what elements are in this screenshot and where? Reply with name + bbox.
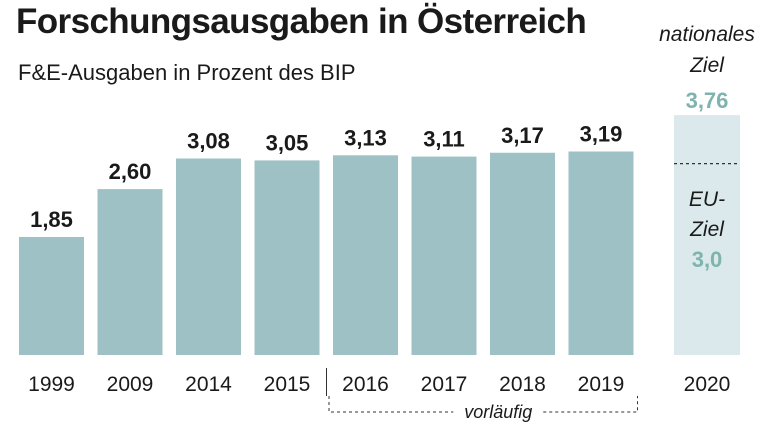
- provisional-label: vorläufig: [464, 402, 532, 422]
- chart-subtitle: F&E-Ausgaben in Prozent des BIP: [18, 60, 356, 85]
- year-label-2014: 2014: [185, 373, 232, 396]
- target-bar-2020: [674, 115, 740, 355]
- value-label-2019: 3,19: [580, 121, 623, 146]
- eu-target-label-2: Ziel: [689, 218, 725, 241]
- year-label-1999: 1999: [28, 373, 75, 396]
- year-label-2016: 2016: [342, 373, 389, 396]
- bar-1999: [19, 236, 84, 355]
- value-label-2017: 3,11: [423, 127, 465, 152]
- value-label-1999: 1,85: [30, 207, 73, 232]
- value-label-2018: 3,17: [501, 123, 544, 148]
- eu-target-label: EU-: [689, 188, 725, 211]
- year-label-2015: 2015: [264, 373, 311, 396]
- value-label-2014: 3,08: [187, 128, 230, 153]
- bar-2019: [568, 151, 634, 355]
- eu-target-value: 3,0: [692, 247, 723, 272]
- bar-2016: [333, 155, 398, 355]
- national-target-label-2: Ziel: [689, 54, 725, 77]
- provisional-bracket-left: [328, 396, 454, 413]
- year-label-2009: 2009: [107, 373, 154, 396]
- national-target-value: 3,76: [686, 88, 729, 113]
- year-label-2020: 2020: [684, 373, 731, 396]
- bar-2015: [254, 160, 320, 355]
- value-label-2015: 3,05: [266, 130, 309, 155]
- chart-title: Forschungsausgaben in Österreich: [16, 2, 587, 41]
- value-label-2009: 2,60: [109, 159, 152, 184]
- provisional-bracket-right: [543, 396, 638, 413]
- year-label-2018: 2018: [499, 373, 546, 396]
- bar-2017: [411, 156, 477, 355]
- bar-2014: [176, 158, 241, 355]
- year-label-2019: 2019: [578, 373, 625, 396]
- bar-2009: [97, 189, 163, 355]
- national-target-label: nationales: [659, 23, 755, 46]
- year-label-2017: 2017: [421, 373, 468, 396]
- value-label-2016: 3,13: [344, 125, 387, 150]
- bar-2018: [490, 152, 555, 355]
